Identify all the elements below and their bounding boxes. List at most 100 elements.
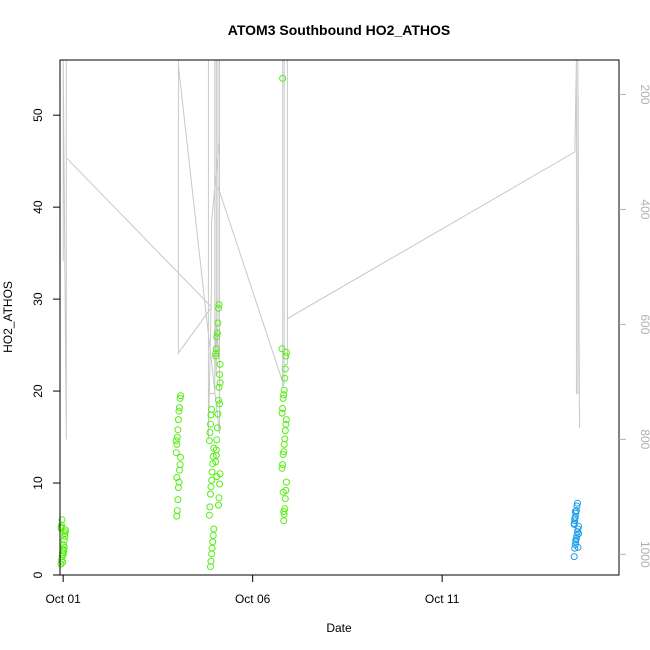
data-point <box>281 365 289 373</box>
data-point <box>278 464 286 472</box>
y-tick-label: 40 <box>31 200 45 214</box>
data-point <box>173 440 181 448</box>
data-point <box>176 394 184 402</box>
points-layer <box>57 74 583 571</box>
data-point <box>176 461 184 469</box>
data-point <box>282 416 290 424</box>
data-point <box>172 437 180 445</box>
data-point <box>280 508 288 515</box>
data-point <box>212 345 220 353</box>
y-tick-label: 50 <box>31 108 45 122</box>
data-point <box>209 538 217 546</box>
data-point <box>573 532 581 539</box>
data-point <box>216 400 224 408</box>
data-point <box>208 406 216 413</box>
data-point <box>207 490 214 498</box>
data-point <box>214 319 222 327</box>
data-point <box>212 352 220 360</box>
data-point <box>279 488 287 496</box>
data-point <box>279 74 287 82</box>
data-point <box>61 530 69 538</box>
data-point <box>176 404 183 412</box>
data-point <box>177 392 185 400</box>
data-point <box>281 495 289 503</box>
y-tick-label: 30 <box>31 292 45 306</box>
x-tick-label: Oct 01 <box>45 592 81 606</box>
data-point <box>282 352 290 360</box>
data-point <box>574 543 582 551</box>
data-point <box>205 511 213 519</box>
data-point <box>214 410 222 418</box>
data-point <box>177 453 185 461</box>
data-point <box>173 474 181 481</box>
data-point <box>215 396 222 404</box>
data-point <box>173 433 181 441</box>
data-point <box>206 429 214 436</box>
data-point <box>208 468 216 476</box>
data-point <box>279 461 287 469</box>
y-tick-label: 0 <box>31 571 45 578</box>
data-point <box>174 426 182 434</box>
y-axis: 0 10 20 30 40 50 <box>31 108 60 578</box>
data-point <box>176 466 183 474</box>
data-point <box>208 476 216 484</box>
data-point <box>209 532 217 539</box>
data-point <box>207 483 215 491</box>
data-point <box>209 452 217 460</box>
plot-frame <box>59 59 620 576</box>
data-point <box>278 409 286 417</box>
data-point <box>574 525 582 533</box>
x-axis: Oct 01 Oct 06 Oct 11 <box>45 575 460 606</box>
data-point <box>57 523 65 531</box>
data-point <box>174 496 182 504</box>
data-point <box>278 345 286 353</box>
data-point <box>173 507 181 515</box>
y2-axis: 200 400 600 800 1000 <box>619 84 650 568</box>
data-point <box>216 379 224 387</box>
data-point <box>58 516 66 524</box>
data-point <box>281 435 289 443</box>
data-point <box>574 499 581 507</box>
data-point <box>215 304 222 312</box>
data-point <box>215 494 223 502</box>
data-point <box>280 386 288 394</box>
data-point <box>213 436 221 444</box>
data-point <box>572 507 580 515</box>
y2-tick-label: 600 <box>638 314 650 334</box>
y-tick-label: 10 <box>31 476 45 490</box>
data-point <box>216 360 224 368</box>
data-point <box>213 333 221 341</box>
data-point <box>61 532 69 540</box>
data-point <box>172 449 180 457</box>
data-point <box>213 473 221 481</box>
data-point <box>174 416 182 424</box>
data-point <box>281 374 289 382</box>
data-point <box>212 349 220 357</box>
data-point <box>280 517 288 525</box>
data-point <box>216 480 224 488</box>
y-axis-label: HO2_ATHOS <box>1 281 15 353</box>
data-point <box>212 446 220 454</box>
data-point <box>213 329 221 337</box>
data-point <box>57 560 65 568</box>
data-point <box>216 371 224 378</box>
data-point <box>175 407 183 415</box>
data-point <box>279 451 287 458</box>
data-point <box>575 530 583 538</box>
data-point <box>570 553 578 561</box>
line-series-layer <box>62 59 580 440</box>
data-point <box>60 547 68 555</box>
y2-tick-label: 800 <box>638 429 650 449</box>
data-point <box>215 501 222 509</box>
line-series <box>62 59 580 440</box>
y2-tick-label: 400 <box>638 199 650 219</box>
data-point <box>215 383 223 391</box>
y2-tick-label: 200 <box>638 84 650 104</box>
data-point <box>210 525 218 533</box>
data-point <box>282 420 290 428</box>
y2-tick-label: 1000 <box>638 541 650 568</box>
data-point <box>212 458 220 466</box>
data-point <box>279 405 287 412</box>
data-point <box>215 301 223 309</box>
